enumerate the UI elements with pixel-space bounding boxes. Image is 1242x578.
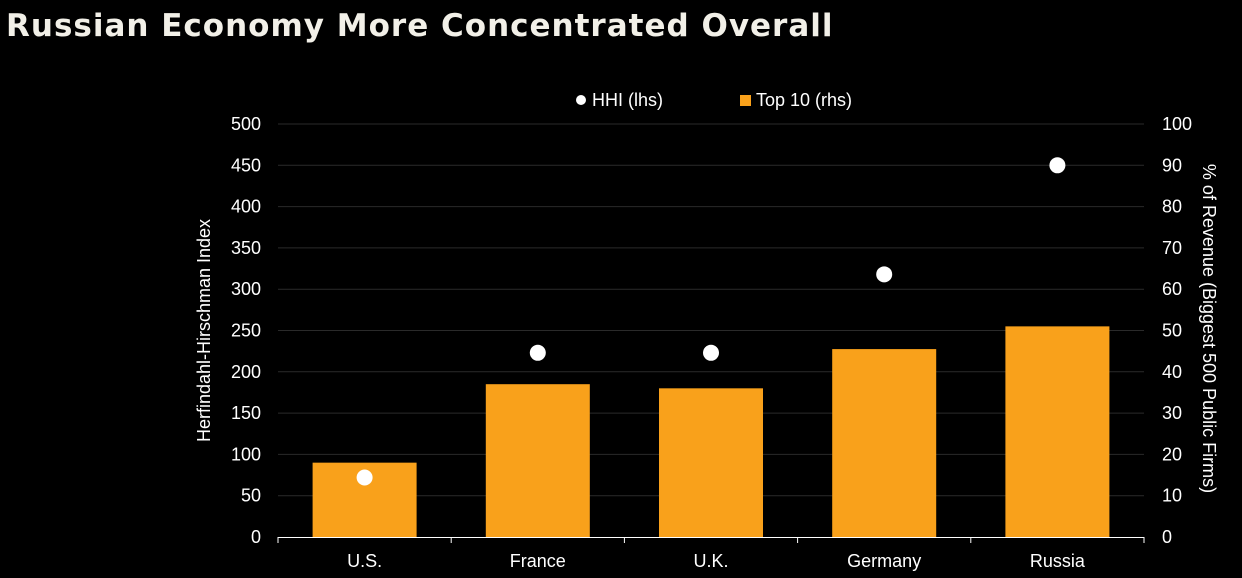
- y-right-tick-label: 90: [1162, 155, 1182, 175]
- bar-germany: [832, 349, 937, 537]
- x-tick-label: U.K.: [693, 551, 728, 571]
- x-tick-label: France: [510, 551, 566, 571]
- y-left-tick-label: 300: [231, 279, 261, 299]
- legend-top10-label: Top 10 (rhs): [756, 90, 852, 110]
- y-left-tick-label: 350: [231, 238, 261, 258]
- x-tick-label: Russia: [1030, 551, 1086, 571]
- hhi-point: [529, 344, 546, 361]
- x-tick-label: Germany: [847, 551, 921, 571]
- y-right-tick-label: 10: [1162, 486, 1182, 506]
- y-left-tick-label: 450: [231, 155, 261, 175]
- x-tick-label: U.S.: [347, 551, 382, 571]
- y-left-tick-label: 150: [231, 403, 261, 423]
- bar-france: [485, 384, 590, 537]
- hhi-point: [356, 469, 373, 486]
- y-right-tick-label: 60: [1162, 279, 1182, 299]
- y-right-tick-label: 30: [1162, 403, 1182, 423]
- legend-hhi-label: HHI (lhs): [592, 90, 663, 110]
- legend-hhi-marker: [576, 95, 586, 105]
- y-left-axis-label: Herfindahl-Hirschman Index: [194, 219, 214, 442]
- chart-title: Russian Economy More Concentrated Overal…: [6, 8, 834, 44]
- y-right-tick-label: 0: [1162, 527, 1172, 547]
- y-right-tick-label: 100: [1162, 114, 1192, 134]
- y-left-tick-label: 0: [251, 527, 261, 547]
- y-right-tick-label: 70: [1162, 238, 1182, 258]
- hhi-point: [703, 344, 719, 361]
- y-left-tick-label: 500: [231, 114, 261, 134]
- y-left-tick-label: 100: [231, 444, 261, 464]
- hhi-point: [876, 266, 893, 283]
- y-left-tick-label: 250: [231, 321, 261, 341]
- y-left-tick-label: 400: [231, 197, 261, 217]
- hhi-point: [1049, 157, 1066, 174]
- legend-top10-marker: [740, 95, 751, 106]
- bar-russia: [1005, 326, 1110, 537]
- y-left-tick-label: 200: [231, 362, 261, 382]
- y-right-tick-label: 50: [1162, 321, 1182, 341]
- y-right-axis-label: % of Revenue (Biggest 500 Public Firms): [1199, 164, 1219, 493]
- y-right-tick-label: 40: [1162, 362, 1182, 382]
- bar-uk: [659, 388, 763, 537]
- y-right-tick-label: 20: [1162, 444, 1182, 464]
- y-left-tick-label: 50: [241, 486, 261, 506]
- y-right-tick-label: 80: [1162, 197, 1182, 217]
